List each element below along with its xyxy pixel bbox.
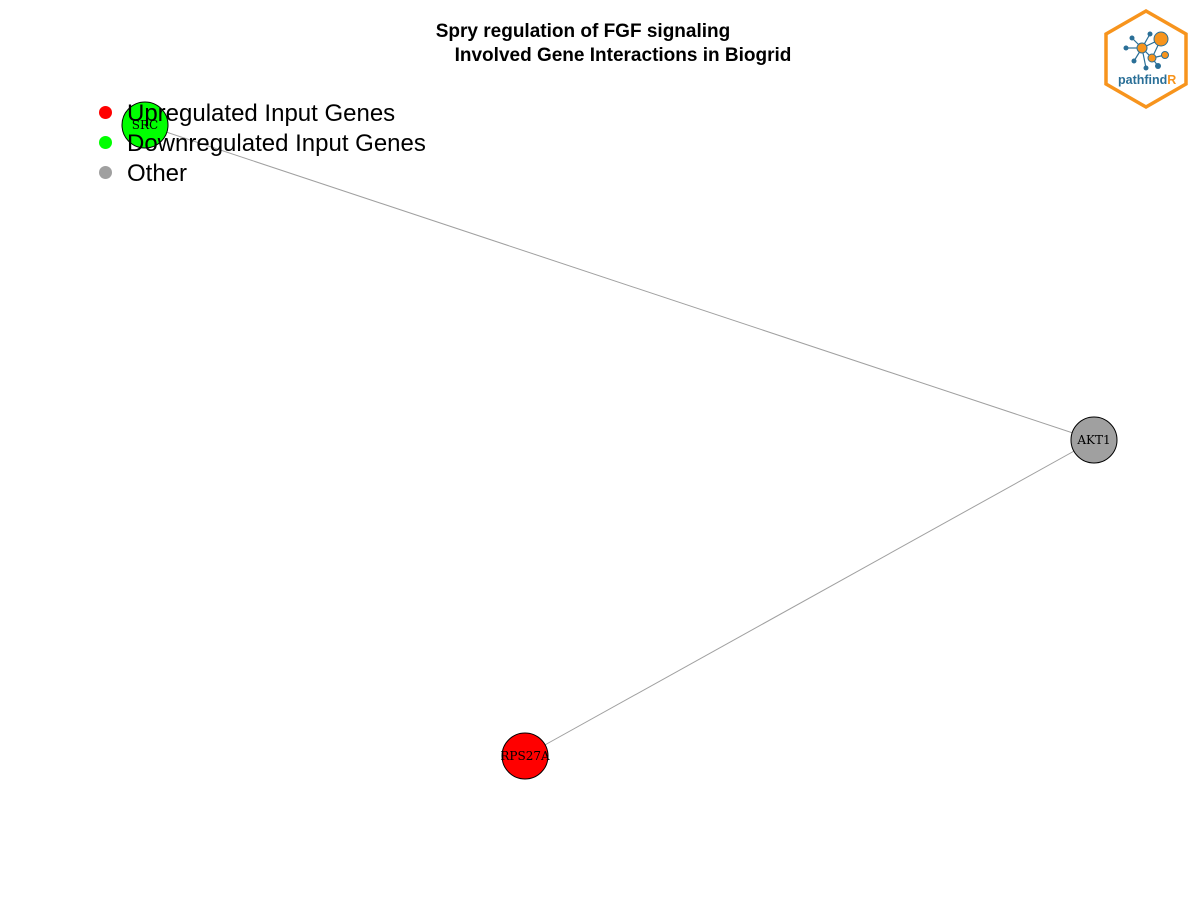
node-rps27a: RPS27A [500, 732, 550, 780]
node-label-src: SRC [132, 118, 158, 132]
logo-text: pathfindR [1118, 73, 1176, 87]
node-akt1: AKT1 [1070, 416, 1118, 464]
legend-item-downregulated: Downregulated Input Genes [96, 130, 476, 160]
legend-label-downregulated: Downregulated Input Genes [127, 130, 426, 157]
node-label-akt1: AKT1 [1076, 433, 1110, 447]
chart-title: Spry regulation of FGF signaling Involve… [0, 20, 1200, 68]
node-circle-src [121, 101, 169, 149]
legend-label-upregulated: Upregulated Input Genes [127, 100, 396, 127]
nodes-layer: SRC AKT1 RPS27A [121, 101, 1118, 780]
legend: Upregulated Input Genes Downregulated In… [96, 100, 476, 190]
node-circle-akt1 [1070, 416, 1118, 464]
legend-item-other: Other [96, 160, 476, 190]
edges-layer [144, 124, 1095, 757]
legend-label-other: Other [127, 160, 188, 187]
edge-akt1-rps27a [524, 439, 1095, 757]
edge-src-akt1 [144, 124, 1095, 441]
legend-dot-downregulated [99, 136, 112, 149]
legend-item-upregulated: Upregulated Input Genes [96, 100, 476, 130]
node-src: SRC [121, 101, 169, 149]
pathfindr-logo: pathfindR [1102, 8, 1190, 110]
node-circle-rps27a [501, 732, 549, 780]
legend-dot-other [99, 166, 112, 179]
title-line-2: Involved Gene Interactions in Biogrid [454, 45, 792, 66]
node-label-rps27a: RPS27A [500, 749, 550, 763]
legend-dot-upregulated [99, 106, 112, 119]
network-graph-icon: pathfindR [1104, 8, 1188, 110]
title-line-1: Spry regulation of FGF signaling [435, 21, 731, 42]
